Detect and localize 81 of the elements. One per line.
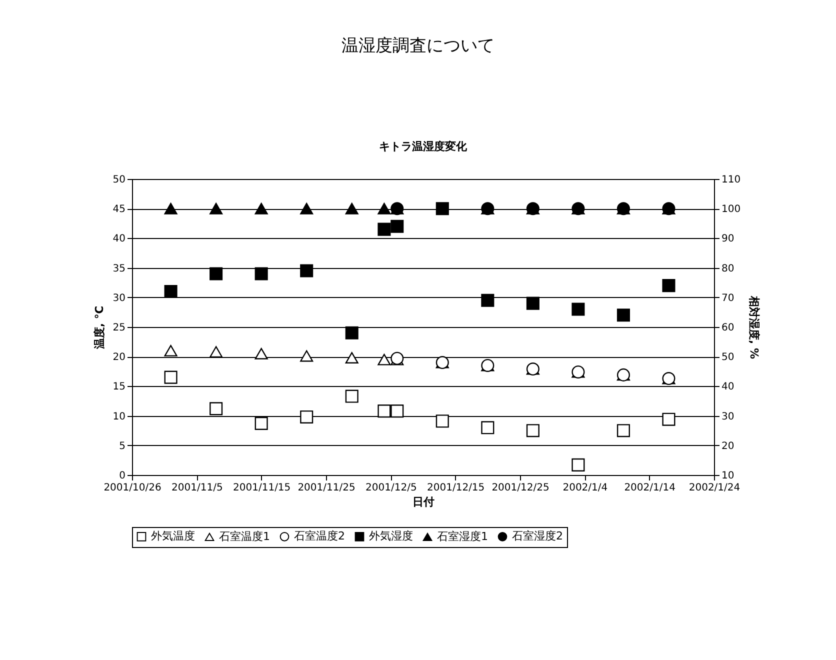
legend-label: 石室温度2	[294, 530, 345, 543]
y2-tick-label: 30	[722, 411, 734, 422]
y-tick-label: 15	[112, 382, 126, 393]
point	[300, 264, 314, 278]
point	[164, 202, 178, 214]
point	[300, 202, 314, 214]
point	[526, 296, 540, 310]
y-axis-title: 温度, ℃	[92, 306, 106, 350]
point	[164, 344, 178, 356]
point	[345, 352, 358, 364]
point	[616, 308, 630, 322]
y-tick-label: 45	[112, 204, 126, 216]
point	[378, 404, 391, 418]
point	[436, 414, 449, 428]
y2-tick-label: 100	[722, 204, 741, 216]
y2-tick-label: 40	[722, 382, 734, 393]
y-tick-label: 25	[112, 322, 126, 334]
legend-label: 石室湿度2	[512, 530, 563, 543]
x-tick-label: 2002/1/4	[562, 482, 608, 494]
x-tick-label: 2001/10/26	[104, 482, 162, 494]
x-tick-label: 2002/1/14	[624, 482, 676, 494]
point	[254, 202, 268, 214]
y2-tick-label: 60	[722, 322, 734, 334]
point	[345, 326, 358, 340]
legend-label: 石室湿度1	[437, 530, 488, 543]
legend-label: 外気湿度	[369, 530, 413, 543]
y2-tick-label: 90	[722, 234, 734, 245]
point	[378, 354, 391, 366]
point	[164, 284, 178, 298]
y-tick-label: 50	[112, 174, 126, 186]
point	[254, 267, 268, 280]
point	[390, 220, 404, 233]
y2-tick-label: 80	[722, 263, 734, 274]
point	[572, 302, 585, 316]
point	[210, 202, 223, 214]
point	[390, 404, 404, 418]
point	[210, 267, 223, 280]
chart-title: 温湿度調査について	[340, 35, 496, 57]
point	[616, 424, 630, 438]
y-tick-label: 40	[112, 234, 126, 245]
point	[164, 370, 178, 384]
point	[662, 412, 676, 426]
point	[436, 202, 449, 216]
y-tick-label: 35	[112, 263, 126, 274]
y2-tick-label: 20	[722, 440, 734, 452]
point	[345, 390, 358, 403]
y-tick-label: 10	[112, 411, 126, 422]
point	[378, 202, 391, 214]
point	[210, 346, 223, 358]
point	[345, 202, 358, 214]
point	[254, 348, 268, 360]
point	[481, 421, 494, 434]
point	[300, 350, 314, 362]
point	[210, 402, 223, 416]
y-tick-label: 20	[112, 352, 126, 364]
y2-tick-label: 70	[722, 292, 734, 304]
y-tick-label: 5	[119, 440, 126, 452]
x-tick-label: 2001/12/25	[492, 482, 550, 494]
y2-axis-title: 相対湿度, %	[748, 294, 761, 360]
y2-tick-label: 110	[722, 174, 741, 186]
y2-tick-label: 10	[722, 470, 734, 482]
point	[572, 458, 585, 472]
x-axis-title: 日付	[412, 496, 434, 508]
point	[254, 416, 268, 430]
point	[526, 424, 540, 438]
chart-subtitle: キトラ温湿度変化	[379, 140, 468, 153]
x-tick-label: 2002/1/24	[688, 482, 740, 494]
x-tick-label: 2001/12/5	[366, 482, 417, 494]
y-tick-label: 0	[119, 470, 126, 482]
y-tick-label: 30	[112, 292, 126, 304]
legend-label: 石室温度1	[219, 530, 270, 543]
point	[378, 222, 391, 236]
x-tick-label: 2001/12/15	[427, 482, 485, 494]
point	[662, 279, 676, 292]
point	[481, 294, 494, 307]
x-tick-label: 2001/11/25	[298, 482, 356, 494]
legend-label: 外気温度	[151, 530, 195, 543]
x-tick-label: 2001/11/15	[233, 482, 291, 494]
point	[300, 410, 314, 424]
y2-tick-label: 50	[722, 352, 734, 364]
x-tick-label: 2001/11/5	[172, 482, 223, 494]
